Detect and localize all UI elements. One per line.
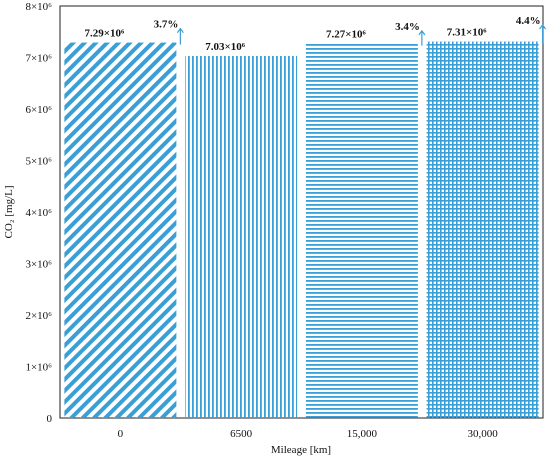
error-label: 3.7%	[154, 19, 179, 31]
x-axis-label: Mileage [km]	[271, 444, 331, 456]
y-tick-label: 1×10⁶	[25, 362, 52, 374]
x-tick-label: 30,000	[468, 428, 499, 440]
labels-layer: 7.29×10⁶ 3.7% 7.03×10⁶ 7.27×10⁶ 3.4% 7.31×10⁶…	[84, 15, 547, 53]
error-arrow	[176, 27, 184, 45]
plot-frame	[59, 5, 544, 419]
error-label: 4.4%	[516, 15, 541, 27]
error-label: 3.4%	[395, 21, 420, 33]
value-label: 7.31×10⁶	[447, 27, 488, 39]
bar-6500	[185, 55, 298, 419]
x-tick-label: 15,000	[347, 428, 378, 440]
error-arrow	[418, 29, 426, 46]
y-tick-label: 6×10⁶	[25, 104, 52, 116]
y-tick-label: 5×10⁶	[25, 156, 52, 168]
value-label: 7.03×10⁶	[205, 41, 246, 53]
axis-layer: 0 6500 15,000 30,000 0 1×10⁶ 2×10⁶ 3×10⁶ 4×10⁶ 5×…	[25, 1, 498, 440]
y-tick-label: 8×10⁶	[25, 1, 52, 13]
y-tick-label: 4×10⁶	[25, 207, 52, 219]
bar-30000	[426, 41, 539, 418]
x-tick-label: 6500	[230, 428, 253, 440]
value-label: 7.29×10⁶	[84, 28, 125, 40]
y-tick-label: 3×10⁶	[25, 259, 52, 271]
bars-layer	[64, 41, 539, 419]
value-label: 7.27×10⁶	[326, 29, 367, 41]
y-axis-label: CO₂ [mg/L]	[3, 185, 15, 238]
x-tick-label: 0	[118, 428, 124, 440]
y-tick-label: 2×10⁶	[25, 310, 52, 322]
error-arrow	[539, 23, 547, 44]
bar-15000	[305, 43, 418, 418]
y-tick-label: 7×10⁶	[25, 53, 52, 65]
y-tick-label: 0	[47, 413, 53, 425]
bar-0	[64, 42, 177, 418]
